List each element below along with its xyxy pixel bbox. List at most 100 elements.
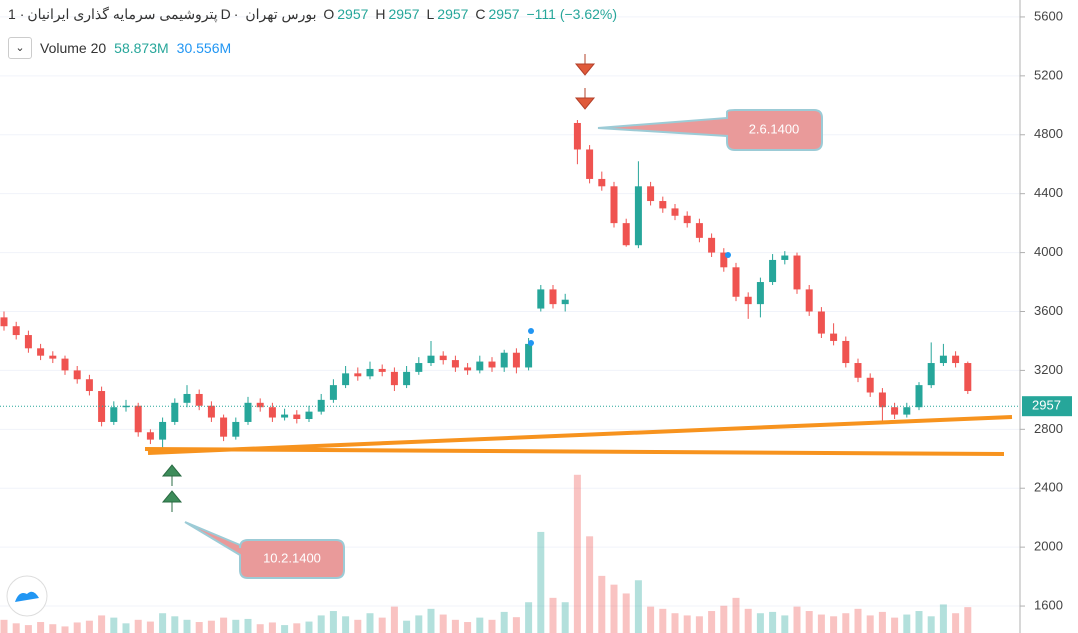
candle-body: [85, 379, 93, 392]
volume-legend: ⌄ Volume 20 58.873M 30.556M: [8, 37, 231, 59]
trend-line: [144, 447, 1005, 456]
candle-body: [610, 186, 618, 224]
callout-label: 10.2.1400: [263, 550, 321, 565]
logo-icon: [15, 591, 39, 602]
candle-body: [366, 368, 374, 377]
exchange: بورس تهران: [245, 6, 317, 22]
candle-body: [354, 373, 362, 377]
volume-bar: [878, 611, 886, 633]
volume-bar: [927, 616, 935, 633]
volume-bar: [268, 622, 276, 633]
volume-bar: [354, 619, 362, 633]
volume-bar: [207, 620, 215, 633]
volume-bar: [49, 624, 57, 633]
volume-bar: [305, 621, 313, 633]
callout: [597, 109, 823, 151]
candle-body: [488, 361, 496, 368]
candle-body: [537, 289, 545, 309]
volume-bar: [805, 611, 813, 633]
candle-body: [927, 363, 935, 386]
volume-bar: [866, 615, 874, 633]
ohlc-value: 2957: [388, 6, 420, 22]
volume-bar: [586, 536, 594, 633]
candle-body: [256, 402, 264, 408]
candle-body: [464, 367, 472, 371]
volume-bar: [610, 584, 618, 633]
volume-bar: [525, 602, 533, 633]
volume-bar: [500, 611, 508, 633]
volume-bar: [317, 615, 325, 633]
candle-body: [903, 407, 911, 415]
candle-body: [561, 299, 569, 305]
candle-body: [732, 267, 740, 297]
volume-bar: [939, 604, 947, 633]
candle-body: [598, 178, 606, 187]
volume-bar: [342, 616, 350, 633]
candle-body: [842, 340, 850, 364]
volume-bar: [134, 619, 142, 633]
volume-bar: [659, 608, 667, 633]
volume-bar: [964, 607, 972, 633]
volume-bar: [537, 531, 545, 633]
candle-body: [415, 363, 423, 372]
candle-body: [195, 393, 203, 406]
candle-body: [622, 223, 630, 246]
candle-body: [37, 348, 45, 356]
candle-body: [744, 296, 752, 305]
volume-bar: [549, 597, 557, 633]
candle-body: [110, 407, 118, 422]
candle-body: [512, 352, 520, 368]
up-arrow: [161, 464, 183, 486]
volume-name: Volume 20: [40, 40, 107, 56]
collapse-button[interactable]: ⌄: [8, 37, 32, 59]
volume-bar: [512, 617, 520, 633]
volume-bar: [183, 619, 191, 633]
volume-bar: [293, 623, 301, 633]
volume-bar: [891, 617, 899, 633]
candle-body: [708, 237, 716, 253]
volume-bar: [12, 623, 20, 633]
candle-body: [647, 186, 655, 202]
candle-body: [720, 252, 728, 268]
candle-body: [403, 371, 411, 386]
volume-bar: [61, 626, 69, 633]
ohlc-value: 2957: [488, 6, 520, 22]
signal-dot: [528, 340, 534, 346]
ohlc-value: 2957: [437, 6, 469, 22]
candle-body: [476, 361, 484, 371]
candle-body: [952, 355, 960, 364]
volume-bar: [329, 611, 337, 633]
price-label-box: [1022, 396, 1072, 417]
candle-body: [586, 149, 594, 179]
volume-bar: [817, 614, 825, 633]
volume-bar: [24, 625, 32, 633]
volume-bar: [390, 606, 398, 633]
separator: ·: [233, 6, 239, 22]
volume-bar: [671, 613, 679, 633]
candle-body: [695, 223, 703, 238]
candle-body: [134, 405, 142, 433]
signal-dot: [725, 252, 731, 258]
candle-body: [378, 368, 386, 372]
volume-bar: [915, 611, 923, 633]
y-tick-label: 5600: [1034, 8, 1063, 23]
candle-body: [525, 343, 533, 368]
volume-bar: [378, 617, 386, 633]
candle-body: [756, 282, 764, 305]
candle-body: [98, 391, 106, 422]
volume-bar: [244, 618, 252, 633]
volume-bar: [439, 614, 447, 633]
volume-bar: [73, 622, 81, 633]
candle-body: [500, 352, 508, 368]
volume-bar: [561, 602, 569, 633]
volume-bar: [159, 613, 167, 633]
candle-body: [305, 411, 313, 420]
volume-bar: [732, 597, 740, 633]
volume-bar: [98, 615, 106, 633]
volume-bar: [0, 619, 8, 633]
symbol-header: پتروشیمی سرمایه گذاری ایرانیان· 1D · بورس…: [8, 6, 620, 23]
candle-body: [159, 421, 167, 440]
volume-bar: [903, 614, 911, 633]
candle-body: [878, 392, 886, 408]
